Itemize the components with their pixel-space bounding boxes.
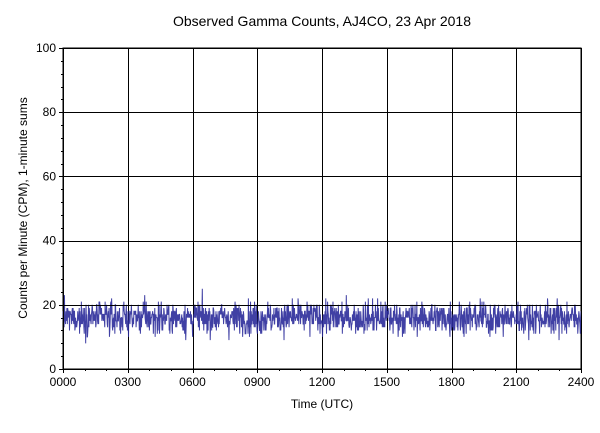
y-tick-label: 0 <box>49 362 56 376</box>
chart-title: Observed Gamma Counts, AJ4CO, 23 Apr 201… <box>173 13 471 29</box>
y-axis-label: Counts per Minute (CPM), 1-minute sums <box>16 97 30 318</box>
x-tick-label: 0900 <box>244 375 271 389</box>
x-tick-label: 1800 <box>438 375 465 389</box>
x-tick-label: 0000 <box>50 375 77 389</box>
x-tick-label: 1500 <box>373 375 400 389</box>
y-tick-label: 60 <box>43 169 57 183</box>
y-tick-label: 40 <box>43 234 57 248</box>
x-tick-label: 0600 <box>179 375 206 389</box>
x-tick-label: 2100 <box>503 375 530 389</box>
y-tick-label: 80 <box>43 105 57 119</box>
plot-border <box>63 48 582 370</box>
x-tick-label: 0300 <box>114 375 141 389</box>
x-tick-label: 1200 <box>309 375 336 389</box>
series-line <box>62 288 582 344</box>
y-tick-label: 20 <box>43 298 57 312</box>
plot-area: 0000 0300 0600 0900 1200 1500 1800 2100 2400 0 20 4… <box>36 41 595 389</box>
x-axis-label: Time (UTC) <box>291 397 353 411</box>
y-tick-label: 100 <box>36 41 56 55</box>
x-tick-label: 2400 <box>568 375 595 389</box>
